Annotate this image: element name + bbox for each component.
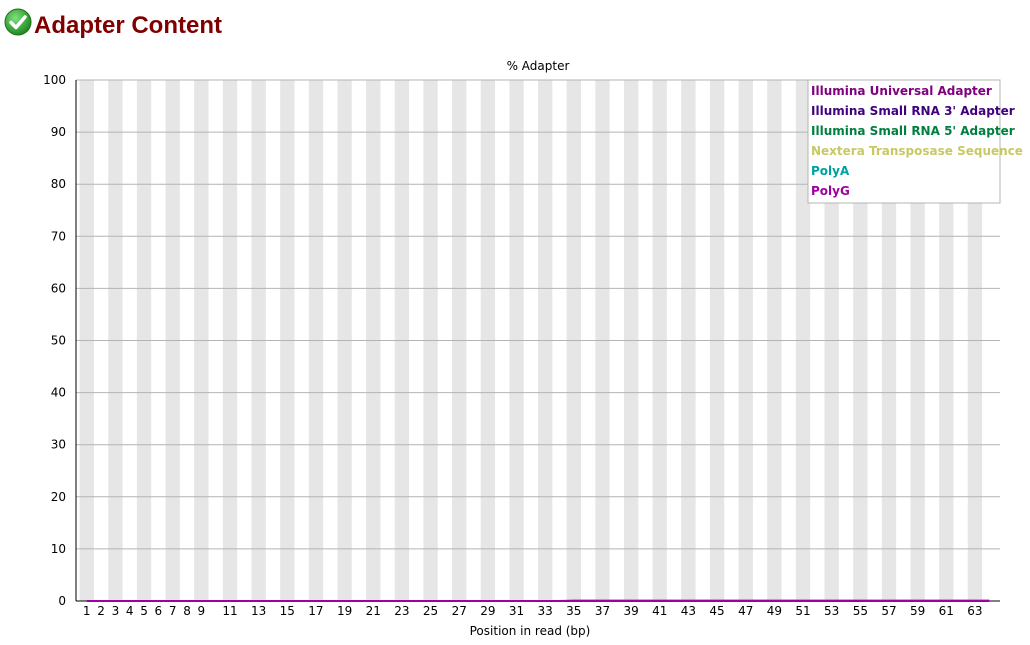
x-tick-label-43: 43 [681,604,696,618]
y-tick-label-10: 10 [51,542,66,556]
chart-title: % Adapter [507,59,570,73]
y-tick-label-90: 90 [51,125,66,139]
x-tick-label-53: 53 [824,604,839,618]
x-tick-label-2: 2 [97,604,105,618]
x-tick-label-23: 23 [394,604,409,618]
x-tick-label-6: 6 [155,604,163,618]
x-tick-label-37: 37 [595,604,610,618]
x-tick-label-31: 31 [509,604,524,618]
x-tick-label-57: 57 [881,604,896,618]
y-tick-label-20: 20 [51,490,66,504]
x-tick-label-39: 39 [623,604,638,618]
x-tick-label-35: 35 [566,604,581,618]
x-tick-label-51: 51 [795,604,810,618]
series-lines [86,599,990,602]
y-tick-label-60: 60 [51,281,66,295]
x-tick-label-49: 49 [767,604,782,618]
x-tick-label-59: 59 [910,604,925,618]
x-tick-label-13: 13 [251,604,266,618]
legend-entry-1: Illumina Small RNA 3' Adapter [811,104,1015,118]
x-tick-label-27: 27 [452,604,467,618]
legend-entry-0: Illumina Universal Adapter [811,84,992,98]
x-tick-label-63: 63 [967,604,982,618]
y-tick-labels: 0 10 20 30 40 50 60 70 80 90 100 [43,73,66,608]
y-tick-label-30: 30 [51,438,66,452]
legend-entry-2: Illumina Small RNA 5' Adapter [811,124,1015,138]
legend: Illumina Universal Adapter Illumina Small… [807,79,1023,204]
x-tick-label-55: 55 [853,604,868,618]
x-tick-labels: 1 2 3 4 5 6 7 8 9 11 13 15 17 19 21 23 25 27 29 31 33 35 37 39 4… [83,604,983,618]
x-tick-label-29: 29 [480,604,495,618]
x-tick-label-47: 47 [738,604,753,618]
x-tick-label-4: 4 [126,604,134,618]
x-tick-label-1: 1 [83,604,91,618]
x-tick-label-45: 45 [709,604,724,618]
y-tick-label-100: 100 [43,73,66,87]
x-tick-label-5: 5 [140,604,148,618]
y-tick-label-70: 70 [51,229,66,243]
x-tick-label-9: 9 [198,604,206,618]
x-tick-label-17: 17 [308,604,323,618]
header: Adapter Content [4,4,222,40]
legend-box [807,79,1001,204]
x-tick-label-7: 7 [169,604,177,618]
x-tick-label-19: 19 [337,604,352,618]
y-tick-label-50: 50 [51,334,66,348]
legend-entry-4: PolyA [811,164,850,178]
legend-entry-3: Nextera Transposase Sequence [811,144,1023,158]
x-tick-label-25: 25 [423,604,438,618]
x-tick-label-21: 21 [366,604,381,618]
y-tick-label-80: 80 [51,177,66,191]
x-axis-title: Position in read (bp) [470,624,591,638]
x-tick-label-15: 15 [280,604,295,618]
y-tick-label-0: 0 [58,594,66,608]
x-tick-label-41: 41 [652,604,667,618]
y-tick-label-40: 40 [51,386,66,400]
page-title: Adapter Content [34,12,222,39]
x-tick-label-3: 3 [112,604,120,618]
x-tick-label-8: 8 [183,604,191,618]
x-tick-label-61: 61 [939,604,954,618]
check-circle-icon [4,8,32,36]
x-tick-label-33: 33 [538,604,553,618]
legend-entry-5: PolyG [811,184,850,198]
x-tick-label-11: 11 [222,604,237,618]
